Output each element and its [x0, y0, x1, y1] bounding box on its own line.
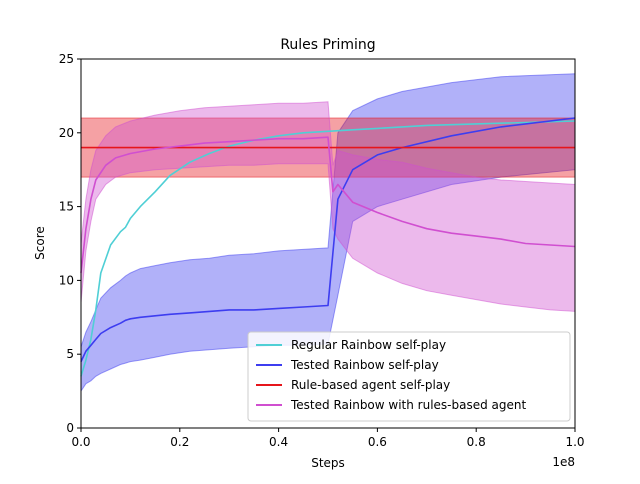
series-line-4: [80, 136, 576, 274]
legend-label: Rule-based agent self-play: [291, 378, 450, 392]
plot-frame: [80, 58, 576, 429]
y-tick-label: 25: [59, 52, 74, 66]
x-tick-label: 0.2: [170, 435, 189, 449]
legend-label: Regular Rainbow self-play: [291, 338, 446, 352]
x-tick-label: 0.0: [71, 435, 90, 449]
y-tick-label: 15: [59, 200, 74, 214]
y-tick-label: 5: [66, 347, 74, 361]
legend-box: [247, 331, 571, 422]
legend-label: Tested Rainbow with rules-based agent: [290, 398, 527, 412]
series-line-2: [80, 117, 576, 362]
x-tick-label: 0.4: [269, 435, 288, 449]
x-tick-label: 0.8: [467, 435, 486, 449]
y-ticks: 0 5 10 15 20 25: [59, 52, 81, 435]
x-tick-label: 0.6: [368, 435, 387, 449]
y-tick-label: 20: [59, 126, 74, 140]
x-ticks: 0.0 0.2 0.4 0.6 0.8 1.0: [71, 428, 585, 449]
chart-title: Rules Priming: [280, 37, 375, 53]
x-axis-label: Steps: [311, 456, 345, 470]
lines-layer: [80, 117, 576, 377]
legend-label: Tested Rainbow self-play: [290, 358, 439, 372]
x-tick-label: 1.0: [565, 435, 584, 449]
series-line-1: [80, 120, 576, 377]
x-offset-label: 1e8: [552, 455, 575, 469]
y-tick-label: 10: [59, 273, 74, 287]
y-axis-label: Score: [33, 226, 47, 260]
legend: Regular Rainbow self-play Tested Rainbow …: [247, 331, 571, 422]
y-tick-label: 0: [66, 421, 74, 435]
